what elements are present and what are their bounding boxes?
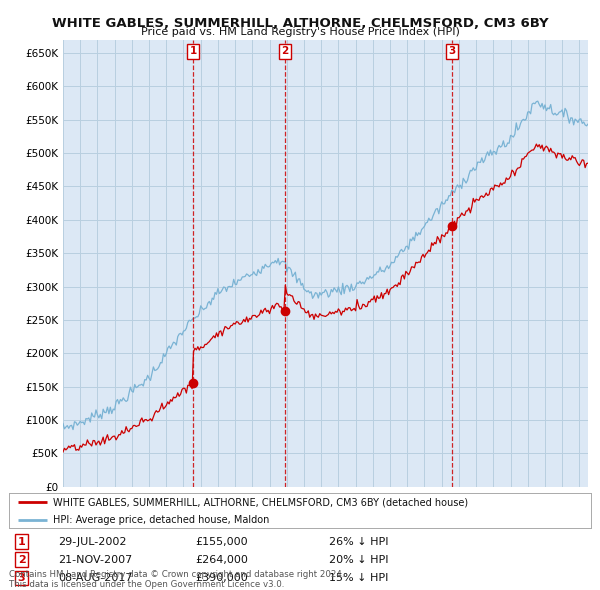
Text: £264,000: £264,000 [195,555,248,565]
Text: 29-JUL-2002: 29-JUL-2002 [58,537,127,547]
Text: WHITE GABLES, SUMMERHILL, ALTHORNE, CHELMSFORD, CM3 6BY (detached house): WHITE GABLES, SUMMERHILL, ALTHORNE, CHEL… [53,497,468,507]
Text: 3: 3 [18,573,25,583]
Text: 1: 1 [190,46,197,56]
Text: WHITE GABLES, SUMMERHILL, ALTHORNE, CHELMSFORD, CM3 6BY: WHITE GABLES, SUMMERHILL, ALTHORNE, CHEL… [52,17,548,30]
Text: HPI: Average price, detached house, Maldon: HPI: Average price, detached house, Mald… [53,515,269,525]
Text: £390,000: £390,000 [195,573,248,583]
Text: 1: 1 [18,537,25,547]
Text: 26% ↓ HPI: 26% ↓ HPI [329,537,389,547]
Text: 2: 2 [281,46,289,56]
Text: 20% ↓ HPI: 20% ↓ HPI [329,555,389,565]
Text: 2: 2 [18,555,25,565]
Text: 15% ↓ HPI: 15% ↓ HPI [329,573,388,583]
Text: 08-AUG-2017: 08-AUG-2017 [58,573,133,583]
Text: 21-NOV-2007: 21-NOV-2007 [58,555,133,565]
Text: £155,000: £155,000 [195,537,248,547]
Text: Price paid vs. HM Land Registry's House Price Index (HPI): Price paid vs. HM Land Registry's House … [140,27,460,37]
Text: 3: 3 [448,46,455,56]
Text: Contains HM Land Registry data © Crown copyright and database right 2024.
This d: Contains HM Land Registry data © Crown c… [9,570,344,589]
